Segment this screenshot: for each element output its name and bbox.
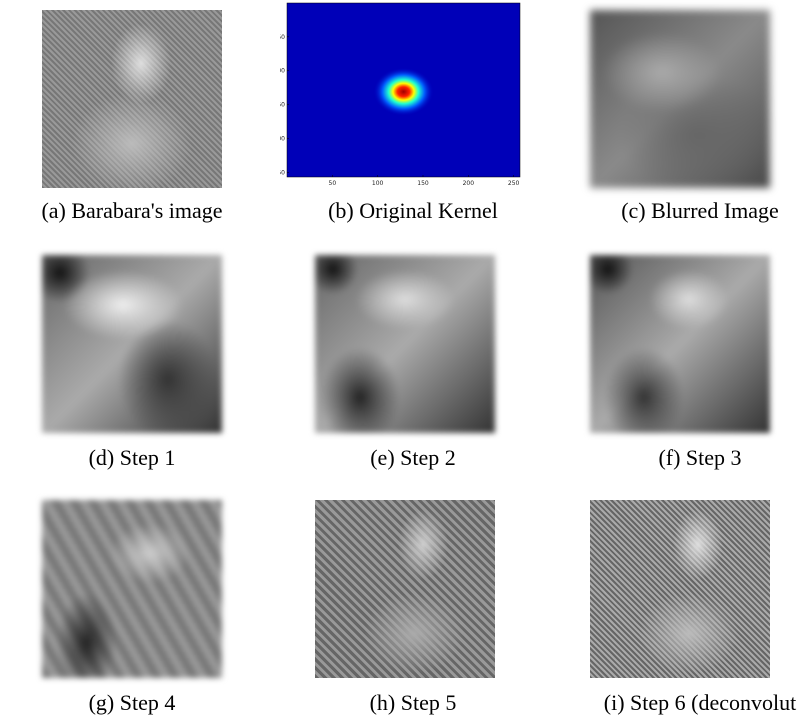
image xyxy=(42,255,222,433)
y-tick-label: 100 xyxy=(280,68,285,75)
x-tick-label: 200 xyxy=(463,180,475,187)
y-tick-label: 250 xyxy=(280,169,285,176)
caption: (g) Step 4 xyxy=(2,690,262,716)
image xyxy=(315,500,495,678)
caption: (a) Barabara's image xyxy=(2,198,262,224)
x-tick-label: 250 xyxy=(508,180,520,187)
image xyxy=(42,10,222,188)
x-tick-label: 100 xyxy=(372,180,384,187)
caption: (e) Step 2 xyxy=(283,445,543,471)
caption: (d) Step 1 xyxy=(2,445,262,471)
y-tick-label: 200 xyxy=(280,135,285,142)
image xyxy=(42,500,222,678)
x-tick-label: 50 xyxy=(329,180,337,187)
image xyxy=(590,500,770,678)
image xyxy=(590,255,770,433)
image xyxy=(590,10,770,188)
y-tick-label: 50 xyxy=(280,34,285,41)
caption: (c) Blurred Image xyxy=(570,198,811,224)
caption: (b) Original Kernel xyxy=(283,198,543,224)
image xyxy=(315,255,495,433)
x-tick-label: 150 xyxy=(417,180,429,187)
figure: (a) Barabara's image 50 100 150 200 250 50 100 1… xyxy=(0,0,811,719)
caption: (i) Step 6 (deconvolut xyxy=(570,690,811,716)
kernel-blob xyxy=(374,68,434,116)
caption: (h) Step 5 xyxy=(283,690,543,716)
caption: (f) Step 3 xyxy=(570,445,811,471)
kernel-plot: 50 100 150 200 250 50 100 150 200 250 xyxy=(280,0,525,190)
y-tick-label: 150 xyxy=(280,102,285,109)
